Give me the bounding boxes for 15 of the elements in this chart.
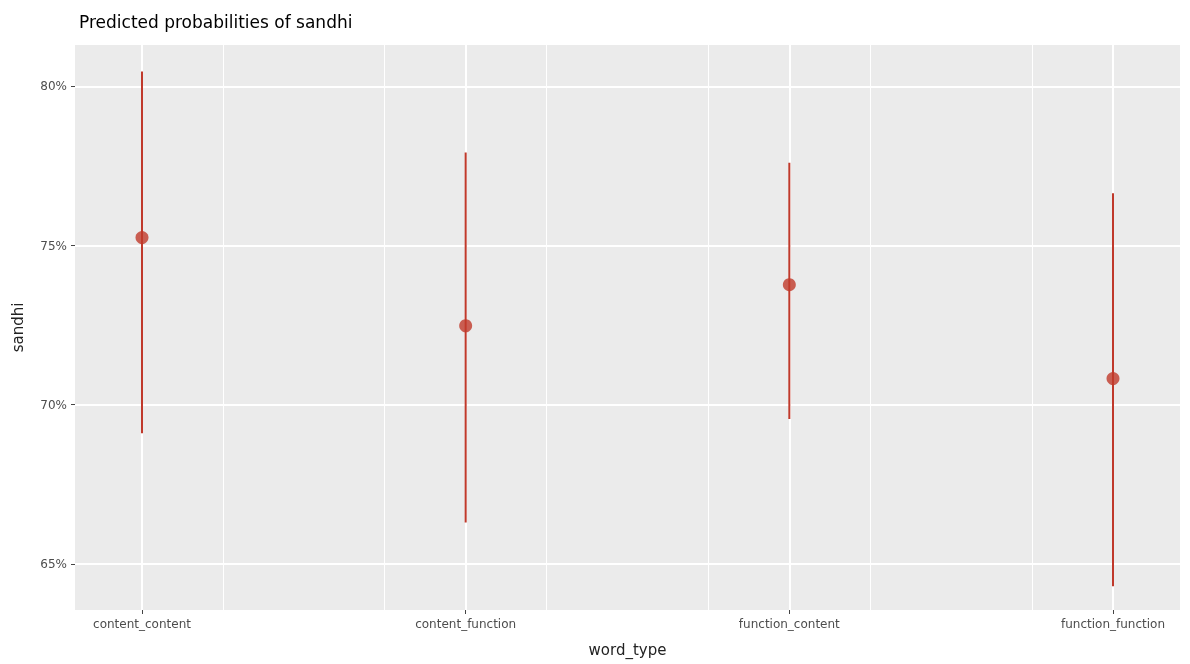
y-tick-label: 65% [40,556,67,571]
x-tick-label: function_content [738,617,841,631]
point [459,319,473,333]
x-tick-label: content_function [415,617,517,631]
point [135,231,149,245]
point [782,278,796,292]
y-axis-title: sandhi [8,302,27,353]
y-tick-label: 80% [40,79,67,94]
chart-title: Predicted probabilities of sandhi [79,11,353,32]
x-tick-label: content_content [93,617,192,631]
x-axis-title: word_type [588,640,667,660]
y-tick-label: 75% [40,238,67,253]
point [1106,372,1120,386]
x-tick-label: function_function [1060,617,1166,631]
y-tick-label: 70% [40,397,67,412]
